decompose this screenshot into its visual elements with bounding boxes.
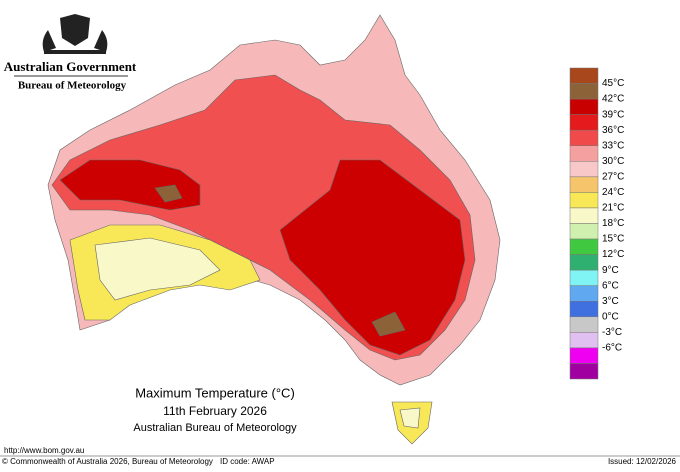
legend-swatch — [569, 363, 599, 380]
map-date: 11th February 2026 — [163, 404, 267, 418]
legend-swatch — [569, 347, 599, 364]
legend-swatch — [569, 161, 599, 178]
legend-swatch — [569, 67, 599, 84]
legend-label: 30°C — [602, 156, 624, 167]
footer-issued: Issued: 12/02/2026 — [608, 457, 677, 466]
legend-swatch — [569, 301, 599, 318]
legend-label: 18°C — [602, 218, 624, 229]
government-name: Australian Government — [4, 59, 137, 74]
legend-label: -3°C — [602, 327, 622, 338]
legend-label: 6°C — [602, 280, 619, 291]
legend-label: 15°C — [602, 234, 624, 245]
legend-swatch — [569, 285, 599, 302]
australia-map — [47, 14, 501, 445]
agency-name: Bureau of Meteorology — [18, 80, 127, 92]
legend-label: 42°C — [602, 94, 624, 105]
footer-copyright: © Commonwealth of Australia 2026, Bureau… — [2, 457, 213, 466]
map-source: Australian Bureau of Meteorology — [133, 422, 297, 434]
legend-swatch — [569, 83, 599, 100]
legend-swatch — [569, 254, 599, 271]
legend-swatch — [569, 207, 599, 224]
legend-label: -6°C — [602, 343, 622, 354]
legend-label: 21°C — [602, 203, 624, 214]
legend-label: 45°C — [602, 78, 624, 89]
legend-label: 9°C — [602, 265, 619, 276]
footer-id: ID code: AWAP — [220, 457, 275, 466]
crest — [42, 14, 108, 54]
extreme-pocket — [154, 184, 406, 337]
legend-swatch — [569, 114, 599, 131]
legend-label: 36°C — [602, 125, 624, 136]
footer-url: http://www.bom.gov.au — [4, 446, 84, 455]
legend-swatch — [569, 145, 599, 162]
legend-label: 39°C — [602, 109, 624, 120]
legend-swatch — [569, 269, 599, 286]
legend-swatch — [569, 192, 599, 209]
map-title: Maximum Temperature (°C) — [135, 385, 295, 400]
legend-label: 3°C — [602, 296, 619, 307]
tasmania-inner — [399, 407, 421, 429]
hotter-region — [59, 159, 466, 356]
legend-label: 33°C — [602, 140, 624, 151]
legend-swatch — [569, 332, 599, 349]
legend-swatch — [569, 316, 599, 333]
legend-label: 27°C — [602, 171, 624, 182]
legend-label: 12°C — [602, 249, 624, 260]
legend-label: 0°C — [602, 311, 619, 322]
legend-swatch — [569, 98, 599, 115]
legend-swatch — [569, 176, 599, 193]
legend: 45°C 42°C 39°C 36°C 33°C 30°C 27°C 24°C 21°C 18°C… — [569, 67, 624, 380]
legend-label: 24°C — [602, 187, 624, 198]
legend-swatch — [569, 223, 599, 240]
mild-southwest — [94, 237, 221, 301]
legend-swatch — [569, 238, 599, 255]
legend-swatch — [569, 129, 599, 146]
